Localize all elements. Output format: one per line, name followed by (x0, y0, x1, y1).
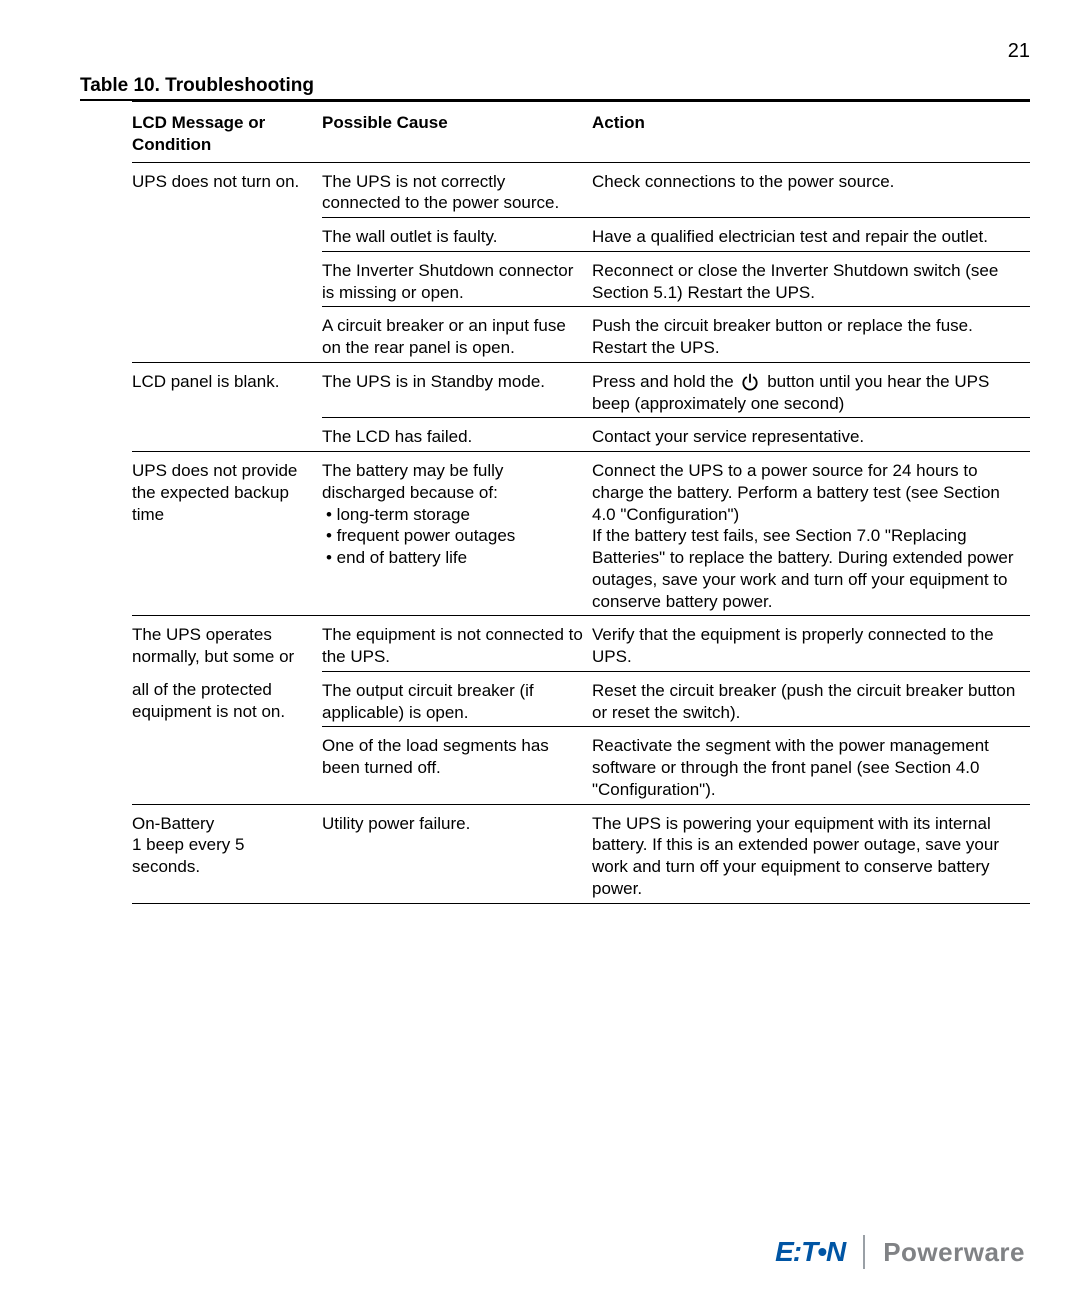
footer-divider (863, 1235, 865, 1269)
table-row: all of the protected equipment is not on… (132, 671, 1030, 727)
table-row: UPS does not turn on.The UPS is not corr… (132, 162, 1030, 218)
cell-condition (132, 251, 322, 307)
troubleshooting-table: LCD Message or Condition Possible Cause … (132, 101, 1030, 904)
cell-cause: The UPS is in Standby mode. (322, 362, 592, 418)
col-header-cause: Possible Cause (322, 102, 592, 163)
cell-cause: The output circuit breaker (if applicabl… (322, 671, 592, 727)
cell-cause: The LCD has failed. (322, 418, 592, 452)
cell-action: Have a qualified electrician test and re… (592, 218, 1030, 252)
cell-condition: LCD panel is blank. (132, 362, 322, 418)
table-row: UPS does not provide the expected backup… (132, 452, 1030, 616)
cell-condition: UPS does not turn on. (132, 162, 322, 218)
table-row: On-Battery 1 beep every 5 seconds.Utilit… (132, 804, 1030, 903)
cell-action: Connect the UPS to a power source for 24… (592, 452, 1030, 616)
cell-action: Reconnect or close the Inverter Shutdown… (592, 251, 1030, 307)
table-header-row: LCD Message or Condition Possible Cause … (132, 102, 1030, 163)
cell-condition: UPS does not provide the expected backup… (132, 452, 322, 616)
cell-cause: One of the load segments has been turned… (322, 727, 592, 804)
cell-action: Reset the circuit breaker (push the circ… (592, 671, 1030, 727)
cell-action: Contact your service representative. (592, 418, 1030, 452)
cell-cause: The Inverter Shutdown connector is missi… (322, 251, 592, 307)
cell-cause: The UPS is not correctly connected to th… (322, 162, 592, 218)
cell-condition (132, 218, 322, 252)
power-icon (740, 372, 760, 392)
cell-action: Verify that the equipment is properly co… (592, 616, 1030, 672)
cell-condition: all of the protected equipment is not on… (132, 671, 322, 727)
cell-condition (132, 307, 322, 363)
table-caption: Table 10. Troubleshooting (80, 75, 1030, 101)
page-number: 21 (80, 40, 1030, 63)
cell-cause: The equipment is not connected to the UP… (322, 616, 592, 672)
table-row: The wall outlet is faulty.Have a qualifi… (132, 218, 1030, 252)
cell-action: Press and hold the button until you hear… (592, 362, 1030, 418)
cell-action: Check connections to the power source. (592, 162, 1030, 218)
table-row: LCD panel is blank.The UPS is in Standby… (132, 362, 1030, 418)
brand-eaton-logo: E:T•N (775, 1236, 845, 1268)
table-row: The Inverter Shutdown connector is missi… (132, 251, 1030, 307)
cell-condition (132, 727, 322, 804)
page-footer: E:T•N Powerware (775, 1235, 1025, 1269)
cell-cause: Utility power failure. (322, 804, 592, 903)
cell-cause: The battery may be fully discharged beca… (322, 452, 592, 616)
col-header-condition: LCD Message or Condition (132, 102, 322, 163)
cell-action: Reactivate the segment with the power ma… (592, 727, 1030, 804)
brand-powerware-logo: Powerware (883, 1237, 1025, 1268)
col-header-action: Action (592, 102, 1030, 163)
table-row: The LCD has failed.Contact your service … (132, 418, 1030, 452)
cell-cause: A circuit breaker or an input fuse on th… (322, 307, 592, 363)
table-row: One of the load segments has been turned… (132, 727, 1030, 804)
cell-action: The UPS is powering your equipment with … (592, 804, 1030, 903)
cell-condition (132, 418, 322, 452)
cell-action: Push the circuit breaker button or repla… (592, 307, 1030, 363)
table-row: The UPS operates normally, but some orTh… (132, 616, 1030, 672)
cell-cause: The wall outlet is faulty. (322, 218, 592, 252)
table-row: A circuit breaker or an input fuse on th… (132, 307, 1030, 363)
cell-condition: The UPS operates normally, but some or (132, 616, 322, 672)
cell-condition: On-Battery 1 beep every 5 seconds. (132, 804, 322, 903)
